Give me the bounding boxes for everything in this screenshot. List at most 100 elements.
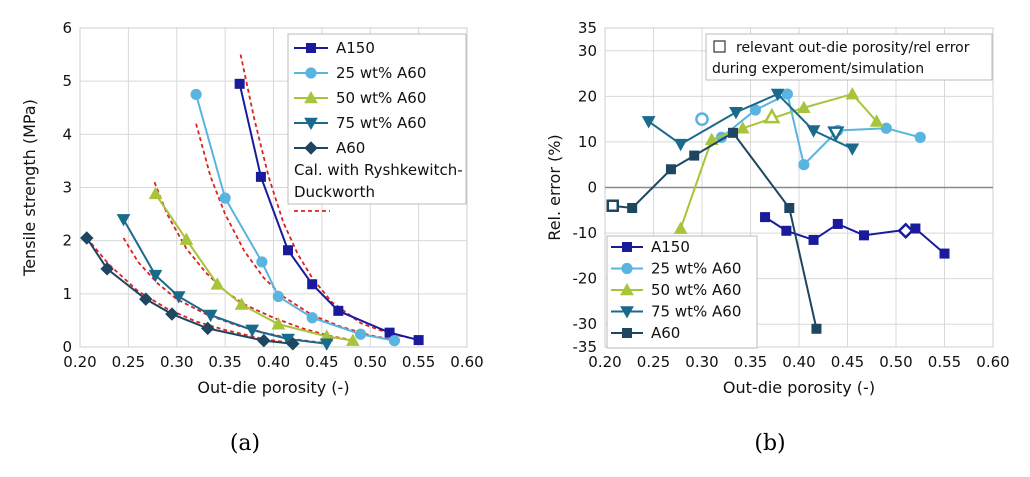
data-point	[808, 234, 819, 245]
fit-curve	[239, 54, 419, 341]
x-tick-label: 0.35	[734, 353, 767, 371]
data-point	[306, 312, 318, 324]
x-tick-label: 0.35	[208, 353, 241, 371]
data-point	[797, 100, 811, 114]
data-point	[148, 186, 163, 200]
data-point	[116, 214, 131, 227]
data-point	[201, 321, 215, 336]
data-point	[179, 232, 194, 245]
legend-marker	[622, 328, 632, 338]
legend-marker	[304, 117, 318, 131]
x-axis-title: Out-die porosity (-)	[197, 378, 349, 397]
data-point	[845, 87, 860, 100]
legend-label: 50 wt% A60	[651, 281, 741, 299]
data-point	[272, 290, 284, 303]
x-axis-title: Out-die porosity (-)	[723, 378, 875, 397]
data-point	[641, 116, 656, 129]
annotation-box	[705, 33, 993, 81]
data-point	[858, 230, 869, 241]
data-point	[728, 127, 739, 138]
y-tick-label: 6	[62, 19, 72, 37]
annotation-line2: during experoment/simulation	[712, 61, 924, 77]
data-point	[811, 323, 822, 334]
data-point	[283, 245, 294, 256]
data-point	[729, 107, 743, 120]
x-tick-label: 0.20	[588, 353, 621, 371]
legend-fit-label-line2: Duckworth	[294, 183, 375, 201]
highlighted-point	[897, 222, 914, 240]
x-tick-label: 0.30	[685, 353, 718, 371]
legend-marker	[306, 43, 316, 53]
data-point	[148, 269, 163, 283]
y-tick-label: 10	[578, 133, 597, 151]
data-point	[203, 309, 218, 323]
y-tick-label: -20	[573, 270, 598, 288]
y-axis-title: Tensile strength (MPa)	[20, 99, 39, 277]
data-point	[384, 327, 395, 338]
data-point	[245, 324, 260, 338]
data-point	[806, 125, 821, 138]
data-point	[271, 317, 286, 330]
legend-label: A150	[651, 238, 690, 256]
legend-marker	[621, 262, 633, 275]
y-tick-label: 3	[62, 179, 72, 197]
data-point	[784, 203, 795, 214]
data-point	[781, 88, 793, 100]
data-point	[939, 248, 950, 259]
panel-label-b: (b)	[754, 431, 785, 456]
plot-frame	[79, 27, 468, 348]
data-point	[307, 279, 318, 290]
annotation-marker	[713, 40, 726, 53]
data-point	[80, 231, 94, 245]
legend-marker	[620, 282, 634, 296]
data-point	[286, 337, 300, 351]
data-point	[627, 203, 638, 214]
data-point	[319, 338, 334, 351]
x-tick-label: 0.20	[63, 353, 96, 371]
legend-label: A60	[336, 139, 365, 157]
data-point	[345, 333, 360, 346]
legend-label: 75 wt% A60	[336, 114, 426, 132]
data-point	[256, 256, 268, 268]
data-point	[770, 88, 785, 102]
x-tick-label: 0.25	[112, 353, 145, 371]
y-tick-label: 0	[62, 338, 72, 356]
x-tick-label: 0.55	[928, 353, 961, 371]
y-tick-label: 4	[62, 125, 72, 143]
y-tick-label: 1	[62, 285, 72, 303]
x-tick-label: 0.50	[879, 353, 912, 371]
y-tick-label: 30	[578, 42, 597, 60]
legend-fit-label-line1: Cal. with Ryshkewitch-	[294, 161, 463, 179]
data-point	[760, 212, 771, 223]
chart-a: 0.20 0.25 0.30 0.35 0.40 0.45 0.50 0.55 0.60 0 1 2 3…	[20, 19, 484, 397]
data-point	[255, 171, 266, 182]
x-tick-label: 0.40	[257, 353, 290, 371]
x-tick-label: 0.55	[402, 353, 435, 371]
x-tick-label: 0.40	[782, 353, 815, 371]
data-point	[689, 150, 700, 161]
data-point	[234, 78, 245, 89]
highlighted-point	[763, 107, 781, 124]
data-point	[665, 164, 676, 175]
y-tick-label: 2	[62, 232, 72, 250]
data-point	[354, 328, 367, 340]
x-tick-label: 0.30	[160, 353, 193, 371]
data-point	[735, 121, 750, 134]
data-point	[832, 218, 843, 229]
data-point	[673, 221, 688, 234]
y-tick-label: -10	[573, 224, 598, 242]
legend-box	[287, 33, 467, 205]
data-point	[845, 143, 860, 156]
y-tick-label: -35	[573, 338, 598, 356]
data-point	[880, 122, 892, 134]
data-point	[781, 225, 792, 236]
fit-curve	[122, 237, 327, 345]
data-point	[869, 114, 884, 127]
x-tick-label: 0.45	[831, 353, 864, 371]
data-point	[139, 292, 153, 306]
data-point	[749, 104, 761, 116]
panel-label-a: (a)	[230, 431, 260, 456]
data-point	[210, 277, 225, 290]
data-point	[413, 335, 424, 346]
